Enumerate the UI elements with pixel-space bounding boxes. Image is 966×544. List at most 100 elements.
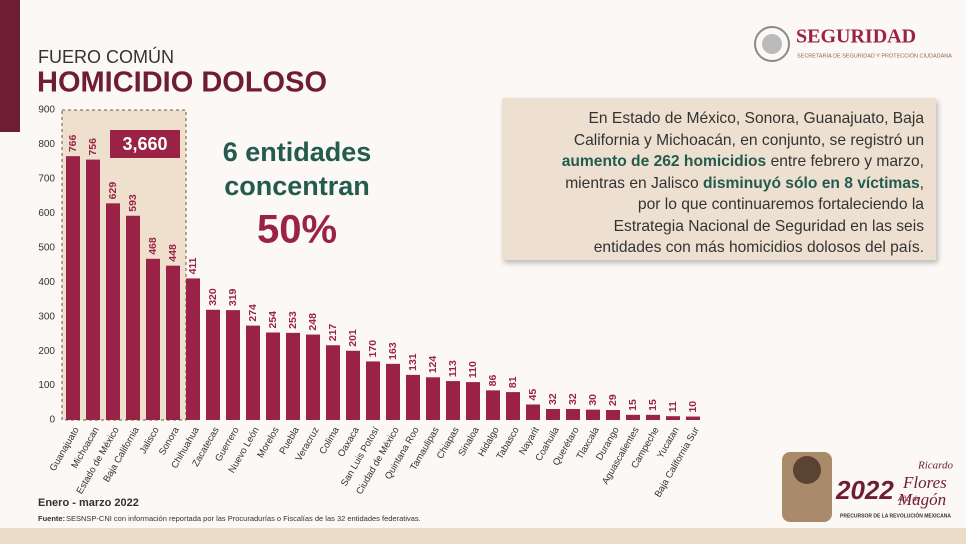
bar <box>326 345 340 420</box>
bar <box>366 361 380 420</box>
bar <box>486 390 500 420</box>
bar <box>506 392 520 420</box>
emblem-name: Magón <box>897 490 946 509</box>
value-label: 274 <box>247 304 259 322</box>
source-label: Fuente: <box>38 514 65 523</box>
emblem-tagline: PRECURSOR DE LA REVOLUCIÓN MEXICANA <box>840 511 951 519</box>
bar <box>646 414 660 420</box>
bar <box>106 203 120 420</box>
info-line: por lo que continuaremos fortaleciendo l… <box>512 194 924 216</box>
emblem-year: 2022 <box>835 475 894 505</box>
emblem-name: Flores <box>902 473 947 492</box>
value-label: 201 <box>347 329 359 347</box>
bottom-stripe <box>0 528 966 544</box>
annotation-line: concentran <box>224 171 370 201</box>
bar <box>146 258 160 420</box>
value-label: 593 <box>127 194 139 212</box>
info-text: disminuyó sólo en 8 víctimas <box>703 174 920 192</box>
bar <box>286 332 300 420</box>
info-line: aumento de 262 homicidios entre febrero … <box>512 151 924 173</box>
bar <box>266 332 280 420</box>
value-label: 86 <box>487 375 499 387</box>
value-label: 10 <box>687 401 699 413</box>
value-label: 131 <box>407 353 419 371</box>
source: SESNSP-CNI con información reportada por… <box>66 514 421 523</box>
y-tick-label: 800 <box>38 139 55 150</box>
value-label: 629 <box>107 182 119 200</box>
info-text: mientras en Jalisco <box>565 174 703 192</box>
annotation-share: 50% <box>257 208 337 252</box>
logo-name: SEGURIDAD <box>796 26 916 48</box>
info-text: , <box>919 174 924 192</box>
info-box: En Estado de México, Sonora, Guanajuato,… <box>502 98 936 260</box>
y-tick-label: 500 <box>38 242 55 253</box>
bar <box>526 404 540 420</box>
value-label: 124 <box>427 356 439 374</box>
info-text: En Estado de México, Sonora, Guanajuato,… <box>588 110 924 127</box>
bar <box>186 278 200 420</box>
value-label: 163 <box>387 342 399 360</box>
bar <box>586 409 600 420</box>
value-label: 254 <box>267 311 279 329</box>
bar <box>226 310 240 420</box>
value-label: 766 <box>67 134 79 152</box>
emblem-prefix: Año de <box>897 496 920 503</box>
annotation-line: 6 entidades <box>223 137 372 167</box>
value-label: 468 <box>147 237 159 255</box>
bar <box>606 410 620 420</box>
bar <box>86 159 100 420</box>
bar <box>666 416 680 420</box>
value-label: 217 <box>327 324 339 342</box>
value-label: 411 <box>187 257 199 274</box>
emblem-name: Ricardo <box>917 460 954 472</box>
info-line: entidades con más homicidios dolosos del… <box>512 237 924 259</box>
bar <box>466 382 480 420</box>
bar <box>206 309 220 420</box>
bar <box>306 334 320 420</box>
y-tick-label: 400 <box>38 277 55 288</box>
y-tick-label: 700 <box>38 174 55 185</box>
value-label: 29 <box>607 394 619 406</box>
value-label: 11 <box>667 401 679 412</box>
y-tick-label: 300 <box>38 311 55 322</box>
total-box <box>110 130 180 158</box>
value-label: 81 <box>507 376 519 388</box>
bar <box>426 377 440 420</box>
portrait <box>793 456 821 484</box>
y-tick-label: 900 <box>38 105 55 116</box>
info-text: por lo que continuaremos fortaleciendo l… <box>637 196 924 213</box>
highlight-box <box>61 109 187 421</box>
value-label: 113 <box>447 360 459 377</box>
bar <box>346 350 360 420</box>
value-label: 756 <box>87 138 99 156</box>
kicker: FUERO COMÚN <box>38 46 174 67</box>
info-text: aumento de 262 homicidios <box>561 153 767 170</box>
value-label: 32 <box>567 393 579 405</box>
side-stripe <box>0 0 20 132</box>
info-text: entidades con más homicidios dolosos del… <box>593 239 924 256</box>
bar <box>546 408 560 420</box>
info-line: California y Michoacán, en conjunto, se … <box>512 130 924 152</box>
bar <box>166 265 180 420</box>
value-label: 448 <box>167 244 179 262</box>
logo-subtitle: SECRETARÍA DE SEGURIDAD Y PROTECCIÓN CIU… <box>797 52 952 59</box>
y-tick-label: 200 <box>38 346 55 357</box>
value-label: 30 <box>587 394 599 406</box>
emblem-icon <box>754 26 790 62</box>
value-label: 110 <box>467 361 479 378</box>
value-label: 319 <box>227 288 239 306</box>
bar <box>446 381 460 420</box>
y-tick-label: 100 <box>38 380 55 391</box>
info-text: California y Michoacán, en conjunto, se … <box>573 131 924 149</box>
title: HOMICIDIO DOLOSO <box>37 67 327 99</box>
info-text: Estrategia Nacional de Seguridad en las … <box>613 217 924 235</box>
bar <box>386 363 400 420</box>
bar <box>246 325 260 420</box>
bar <box>66 156 80 420</box>
y-tick-label: 600 <box>38 208 55 219</box>
value-label: 32 <box>547 393 559 405</box>
value-label: 45 <box>527 389 539 401</box>
value-label: 15 <box>627 399 639 411</box>
